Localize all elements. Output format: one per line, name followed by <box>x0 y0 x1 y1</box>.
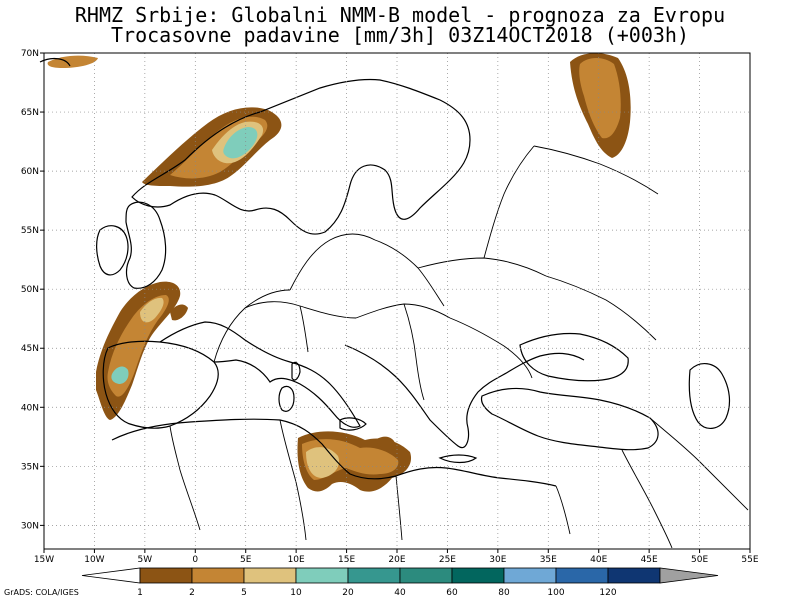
coast-north-africa <box>111 418 557 487</box>
legend-swatch <box>451 567 505 584</box>
coast-sicily <box>339 417 367 431</box>
lat-tick-label: 70N <box>21 49 39 59</box>
legend-label: 100 <box>547 588 564 598</box>
legend-label: 20 <box>342 588 354 598</box>
legend-label: 10 <box>290 588 302 598</box>
precip-area-north-sea-far <box>47 55 98 68</box>
latitude-labels: 70N 65N 60N 55N 50N 45N 40N 35N 30N <box>21 49 44 531</box>
lon-tick-label: 45E <box>641 555 658 565</box>
legend-label: 2 <box>189 588 195 598</box>
legend-swatch <box>399 567 453 584</box>
lon-tick-label: 5E <box>240 555 252 565</box>
coast-turkey <box>480 387 659 451</box>
precip-area-biscay <box>170 304 188 321</box>
legend-swatch <box>191 567 245 584</box>
border-11 <box>403 303 425 401</box>
lat-tick-label: 50N <box>21 285 39 295</box>
border-18 <box>621 449 673 549</box>
lat-tick-label: 35N <box>21 462 39 472</box>
border-12 <box>299 305 309 353</box>
legend-swatch <box>139 567 193 584</box>
country-borders <box>169 145 749 549</box>
lon-tick-label: 0 <box>192 555 198 565</box>
lon-tick-label: 5W <box>138 555 153 565</box>
lat-tick-label: 45N <box>21 344 39 354</box>
coast-black-sea <box>519 332 629 382</box>
legend-under-arrow <box>81 567 141 584</box>
border-16 <box>555 485 571 535</box>
legend-label: 1 <box>137 588 143 598</box>
coast-sardinia <box>278 385 295 412</box>
lat-tick-label: 40N <box>21 403 39 413</box>
coast-britain-main <box>125 201 167 289</box>
border-9 <box>483 145 535 259</box>
lon-tick-label: 30E <box>489 555 506 565</box>
legend-label: 120 <box>599 588 616 598</box>
legend-swatch <box>607 567 661 584</box>
coast-iberia <box>102 340 219 429</box>
lat-tick-label: 55N <box>21 226 39 236</box>
map-subtitle: Trocasovne padavine [mm/3h] 03Z14OCT2018… <box>111 23 689 47</box>
coast-crete <box>438 454 478 464</box>
lon-tick-label: 50E <box>691 555 708 565</box>
legend-label: 40 <box>394 588 406 598</box>
legend-over-arrow <box>659 567 719 584</box>
border-5 <box>374 239 445 307</box>
border-1 <box>213 289 291 363</box>
precipitation-areas <box>47 53 631 492</box>
border-4 <box>355 303 451 319</box>
coast-scandinavia <box>131 78 471 235</box>
precipitation-legend: 1 2 5 10 20 40 60 80 100 120 <box>81 567 719 598</box>
lat-tick-label: 30N <box>21 521 39 531</box>
map-title: RHMZ Srbije: Globalni NMM-B model - prog… <box>74 3 726 27</box>
lat-tick-label: 65N <box>21 108 39 118</box>
coast-balkans-greece <box>344 344 585 449</box>
coast-iceland-far <box>39 57 71 67</box>
lon-tick-label: 35E <box>540 555 557 565</box>
border-6 <box>417 257 547 277</box>
border-7 <box>449 317 533 379</box>
legend-swatch <box>243 567 297 584</box>
precip-area-iberia-inner <box>140 297 164 323</box>
precip-area-ionian <box>375 436 396 450</box>
lon-tick-label: 40E <box>590 555 607 565</box>
legend-swatch <box>347 567 401 584</box>
legend-label: 60 <box>446 588 458 598</box>
precip-area-iberia-peak <box>111 366 129 384</box>
coast-france-italy <box>159 321 361 428</box>
legend-label: 5 <box>241 588 247 598</box>
lon-tick-label: 20E <box>388 555 405 565</box>
border-13 <box>169 425 201 531</box>
border-17 <box>649 417 749 511</box>
credit-text: GrADS: COLA/IGES <box>4 588 79 597</box>
legend-swatch <box>555 567 609 584</box>
lon-tick-label: 10E <box>288 555 305 565</box>
lon-tick-label: 25E <box>439 555 456 565</box>
lat-tick-label: 60N <box>21 167 39 177</box>
legend-swatch <box>503 567 557 584</box>
graticule <box>44 53 750 549</box>
border-8 <box>545 275 657 341</box>
precip-area-ural-mid <box>579 58 621 139</box>
lon-tick-label: 15E <box>338 555 355 565</box>
coast-britain <box>96 225 129 276</box>
coastlines <box>39 57 731 487</box>
lon-tick-label: 10W <box>84 555 104 565</box>
border-3 <box>289 233 376 291</box>
border-15 <box>395 475 403 541</box>
precip-area-norway-peak <box>223 127 258 159</box>
legend-label: 80 <box>498 588 510 598</box>
border-10 <box>533 145 659 195</box>
longitude-labels: 15W 10W 5W 0 5E 10E 15E 20E 25E 30E 35E 40E 45E 50E 55… <box>34 549 759 565</box>
lon-tick-label: 15W <box>34 555 54 565</box>
coast-corsica <box>291 361 301 381</box>
coast-caspian <box>688 363 731 429</box>
legend-swatch <box>295 567 349 584</box>
lon-tick-label: 55E <box>741 555 758 565</box>
